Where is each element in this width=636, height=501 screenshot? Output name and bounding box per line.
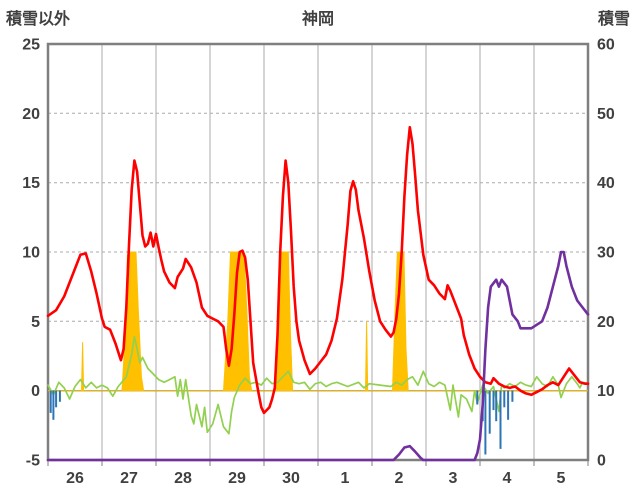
svg-text:28: 28 <box>174 470 192 487</box>
left-axis-title: 積雪以外 <box>6 11 71 28</box>
svg-text:15: 15 <box>22 175 40 192</box>
svg-text:2: 2 <box>395 470 404 487</box>
svg-text:20: 20 <box>597 314 615 331</box>
svg-text:4: 4 <box>503 470 512 487</box>
svg-text:20: 20 <box>22 106 40 123</box>
svg-text:-5: -5 <box>26 453 40 470</box>
svg-text:30: 30 <box>282 470 300 487</box>
svg-text:27: 27 <box>120 470 138 487</box>
svg-text:0: 0 <box>597 453 606 470</box>
svg-text:1: 1 <box>341 470 350 487</box>
svg-text:26: 26 <box>66 470 84 487</box>
svg-text:29: 29 <box>228 470 246 487</box>
svg-text:10: 10 <box>22 245 40 262</box>
svg-text:5: 5 <box>557 470 566 487</box>
svg-text:5: 5 <box>31 314 40 331</box>
right-axis-title: 積雪 <box>597 11 630 28</box>
svg-text:3: 3 <box>449 470 458 487</box>
svg-text:10: 10 <box>597 383 615 400</box>
svg-text:0: 0 <box>31 383 40 400</box>
svg-text:40: 40 <box>597 175 615 192</box>
svg-text:25: 25 <box>22 37 40 54</box>
svg-text:30: 30 <box>597 245 615 262</box>
svg-text:50: 50 <box>597 106 615 123</box>
svg-text:60: 60 <box>597 37 615 54</box>
